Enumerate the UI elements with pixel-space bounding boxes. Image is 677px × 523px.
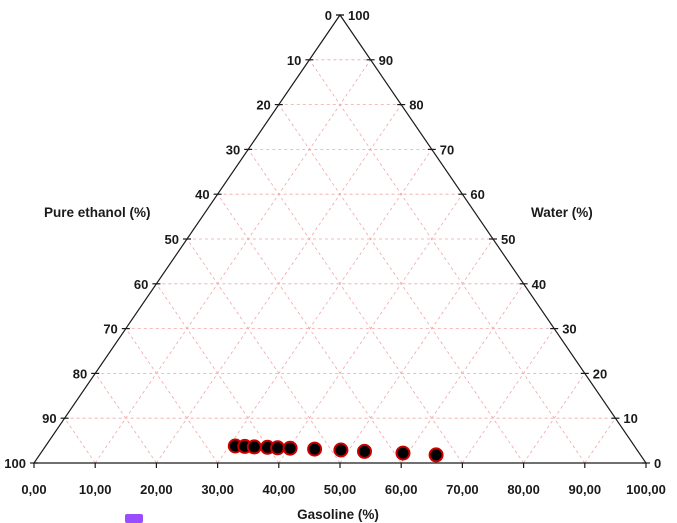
left-tick-label: 70: [103, 322, 117, 337]
grid-line-gasoline: [94, 59, 371, 464]
left-axis-title: Pure ethanol (%): [44, 205, 151, 220]
right-tick-label: 10: [623, 411, 637, 426]
grid-line-ethanol: [186, 238, 341, 464]
bottom-tick-label: 60,00: [385, 482, 418, 497]
bottom-tick-label: 80,00: [507, 482, 540, 497]
data-point: [428, 447, 444, 463]
bottom-tick-label: 100,00: [626, 482, 666, 497]
bottom-tick-label: 0,00: [21, 482, 46, 497]
right-tick-label: 60: [470, 187, 484, 202]
right-tick-label: 50: [501, 232, 515, 247]
left-tick-label: 40: [195, 187, 209, 202]
data-point: [333, 442, 349, 458]
bottom-tick-label: 10,00: [79, 482, 112, 497]
left-tick-label: 20: [256, 98, 270, 113]
grid-line-ethanol: [247, 149, 463, 464]
grid-line-ethanol: [156, 283, 280, 464]
left-tick-label: 100: [4, 456, 26, 471]
bottom-tick-label: 20,00: [140, 482, 173, 497]
grid-line-gasoline: [584, 417, 616, 464]
right-tick-label: 80: [409, 98, 423, 113]
grid-line-gasoline: [462, 328, 555, 464]
data-point: [270, 440, 286, 456]
right-tick-label: 70: [440, 142, 454, 157]
data-point: [246, 439, 262, 455]
bottom-tick-label: 70,00: [446, 482, 479, 497]
grid-lines: [64, 59, 616, 464]
left-tick-label: 80: [73, 366, 87, 381]
grid-line-ethanol: [94, 373, 157, 464]
right-tick-label: 40: [532, 277, 546, 292]
tick-marks: [30, 14, 650, 468]
right-tick-label: 100: [348, 8, 370, 23]
data-points: [227, 438, 444, 463]
left-tick-label: 10: [287, 53, 301, 68]
data-point: [395, 445, 411, 461]
bottom-axis-title: Gasoline (%): [297, 507, 379, 522]
bottom-tick-label: 90,00: [569, 482, 602, 497]
left-tick-label: 90: [42, 411, 56, 426]
left-tick-label: 30: [226, 142, 240, 157]
bottom-tick-label: 30,00: [201, 482, 234, 497]
data-point: [307, 441, 323, 457]
grid-line-gasoline: [217, 149, 433, 464]
left-tick-label: 50: [165, 232, 179, 247]
left-axis-ticks: 0 10 20 30 40 50 60 70 80 90 100: [4, 8, 332, 471]
bottom-tick-label: 40,00: [263, 482, 296, 497]
data-point: [357, 443, 372, 459]
right-tick-label: 0: [654, 456, 661, 471]
right-axis-title: Water (%): [531, 205, 593, 220]
data-point: [282, 440, 298, 456]
grid-line-gasoline: [523, 373, 586, 464]
bottom-axis-ticks: 0,00 10,00 20,00 30,00 40,00 50,00 60,00 70,00 8…: [21, 482, 666, 497]
bottom-tick-label: 50,00: [324, 482, 357, 497]
right-tick-label: 20: [593, 366, 607, 381]
grid-line-ethanol: [125, 328, 218, 464]
grid-line-gasoline: [400, 283, 524, 464]
right-tick-label: 90: [379, 53, 393, 68]
right-tick-label: 30: [562, 322, 576, 337]
grid-line-ethanol: [64, 417, 96, 464]
grid-line-gasoline: [339, 238, 494, 464]
grid-line-ethanol: [309, 59, 586, 464]
badge-icon: [125, 514, 143, 523]
left-tick-label: 0: [325, 8, 332, 23]
left-tick-label: 60: [134, 277, 148, 292]
